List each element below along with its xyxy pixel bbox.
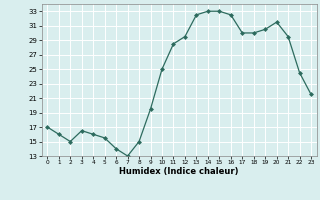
X-axis label: Humidex (Indice chaleur): Humidex (Indice chaleur) bbox=[119, 167, 239, 176]
